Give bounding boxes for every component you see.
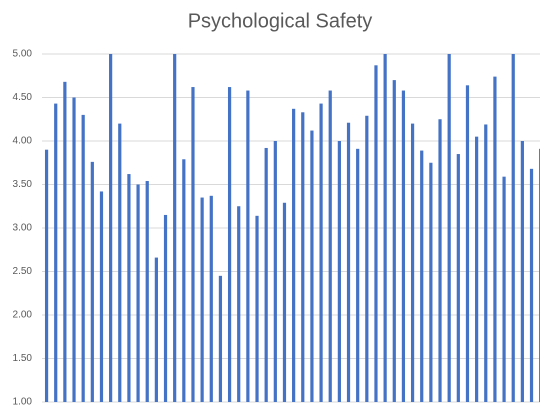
bar [145, 181, 149, 402]
bar [237, 206, 241, 402]
bar [447, 54, 451, 402]
bar [328, 90, 332, 402]
bar [127, 174, 131, 402]
bar [99, 191, 104, 402]
bar [90, 161, 94, 402]
bar [173, 54, 177, 402]
bar [255, 215, 259, 402]
bar [392, 80, 396, 402]
bar [136, 184, 140, 402]
bar [420, 150, 424, 402]
bar [374, 65, 378, 402]
bar [282, 202, 287, 402]
y-tick-label: 2.50 [13, 266, 33, 277]
bar [182, 159, 186, 402]
bar [475, 136, 479, 402]
y-tick-label: 4.00 [13, 136, 33, 147]
bar [529, 168, 534, 402]
bar [456, 154, 460, 402]
y-tick-label: 3.00 [13, 223, 33, 234]
bar [465, 85, 470, 402]
bar [200, 197, 204, 402]
bar [346, 122, 351, 402]
bar [191, 87, 195, 402]
bar [292, 108, 296, 402]
bar [218, 275, 223, 402]
bar [438, 119, 442, 402]
bar [301, 112, 305, 402]
bar [264, 147, 268, 402]
bar [401, 90, 406, 402]
bar [54, 103, 58, 402]
y-tick-label: 1.50 [13, 353, 33, 364]
bar [273, 141, 277, 402]
bar [118, 123, 122, 402]
y-tick-label: 4.50 [13, 92, 33, 103]
bar [72, 97, 76, 402]
y-tick-label: 1.00 [13, 397, 33, 406]
bar [365, 115, 369, 403]
bar [429, 162, 433, 402]
bar [493, 76, 497, 403]
y-tick-label: 5.00 [13, 49, 33, 60]
bar [337, 141, 341, 402]
bar [520, 141, 524, 402]
bar [109, 54, 113, 402]
bar [484, 124, 488, 402]
bar [310, 130, 314, 402]
bar [319, 103, 323, 402]
chart-title: Psychological Safety [188, 10, 373, 32]
bar [44, 149, 49, 402]
bar [163, 214, 168, 402]
bar [63, 81, 67, 402]
y-tick-label: 3.50 [13, 179, 33, 190]
bar [227, 87, 232, 402]
bar [410, 123, 415, 402]
y-tick-label: 2.00 [13, 310, 33, 321]
bar [383, 54, 387, 402]
bar [209, 195, 213, 402]
bar [246, 90, 250, 402]
bar [511, 54, 515, 402]
bar [154, 257, 158, 402]
bar [356, 148, 360, 402]
bar [502, 176, 506, 402]
bar [81, 114, 85, 403]
